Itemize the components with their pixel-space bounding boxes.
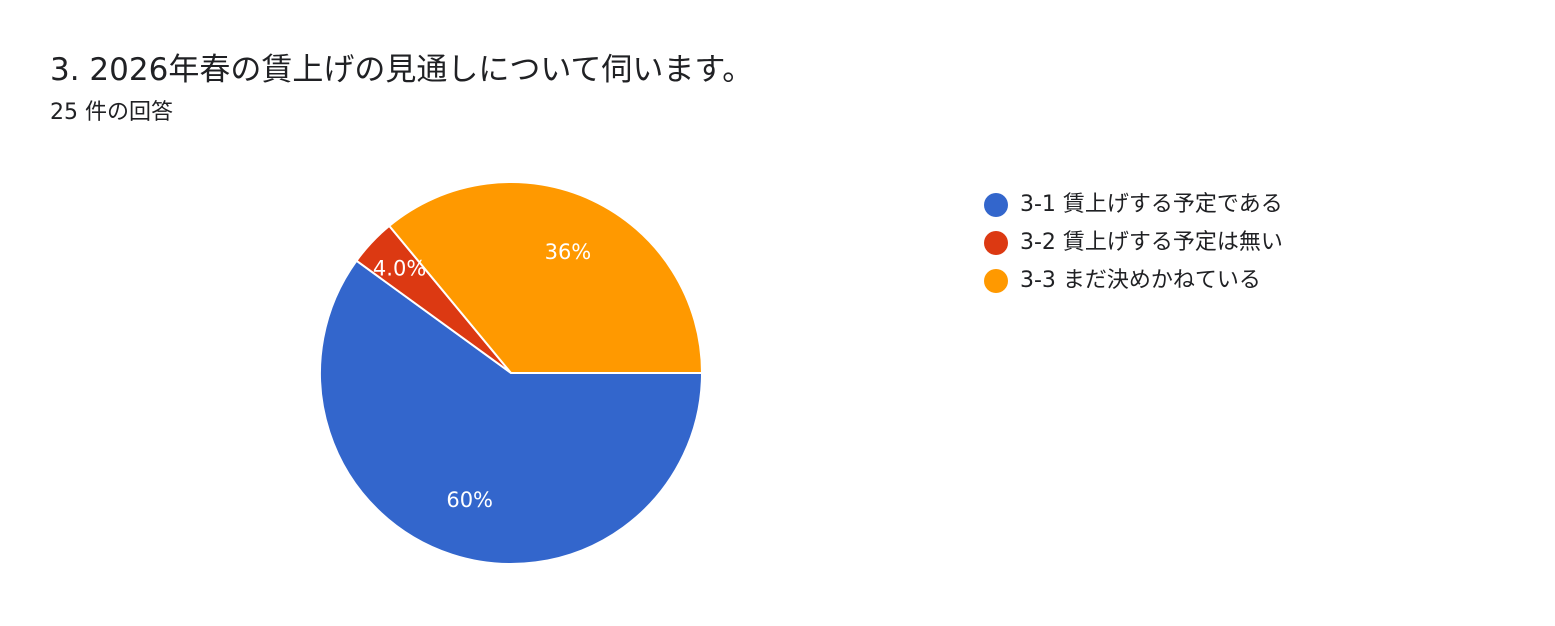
legend-label: 3-1 賃上げする予定である	[1020, 192, 1283, 217]
legend: 3-1 賃上げする予定である 3-2 賃上げする予定は無い 3-3 まだ決めかねてい…	[984, 186, 1283, 300]
legend-label: 3-3 まだ決めかねている	[1020, 268, 1261, 293]
response-count: 25 件の回答	[50, 100, 173, 125]
legend-item-1[interactable]: 3-1 賃上げする予定である	[984, 186, 1283, 224]
pie-slice-label-1: 60%	[446, 488, 493, 512]
pie-slice-label-2: 4.0%	[373, 256, 426, 280]
pie-slice-label-3: 36%	[545, 240, 592, 264]
pie-slice-3[interactable]	[388, 181, 703, 374]
legend-label: 3-2 賃上げする予定は無い	[1020, 230, 1283, 255]
pie-slice-1[interactable]	[319, 259, 703, 565]
legend-item-3[interactable]: 3-3 まだ決めかねている	[984, 262, 1283, 300]
pie-slices	[319, 181, 703, 565]
pie-labels: 60% 4.0% 36%	[373, 240, 591, 512]
legend-item-2[interactable]: 3-2 賃上げする予定は無い	[984, 224, 1283, 262]
legend-swatch-icon	[984, 269, 1008, 293]
chart-title: 3. 2026年春の賃上げの見通しについて伺います。	[50, 52, 754, 88]
legend-swatch-icon	[984, 193, 1008, 217]
legend-swatch-icon	[984, 231, 1008, 255]
